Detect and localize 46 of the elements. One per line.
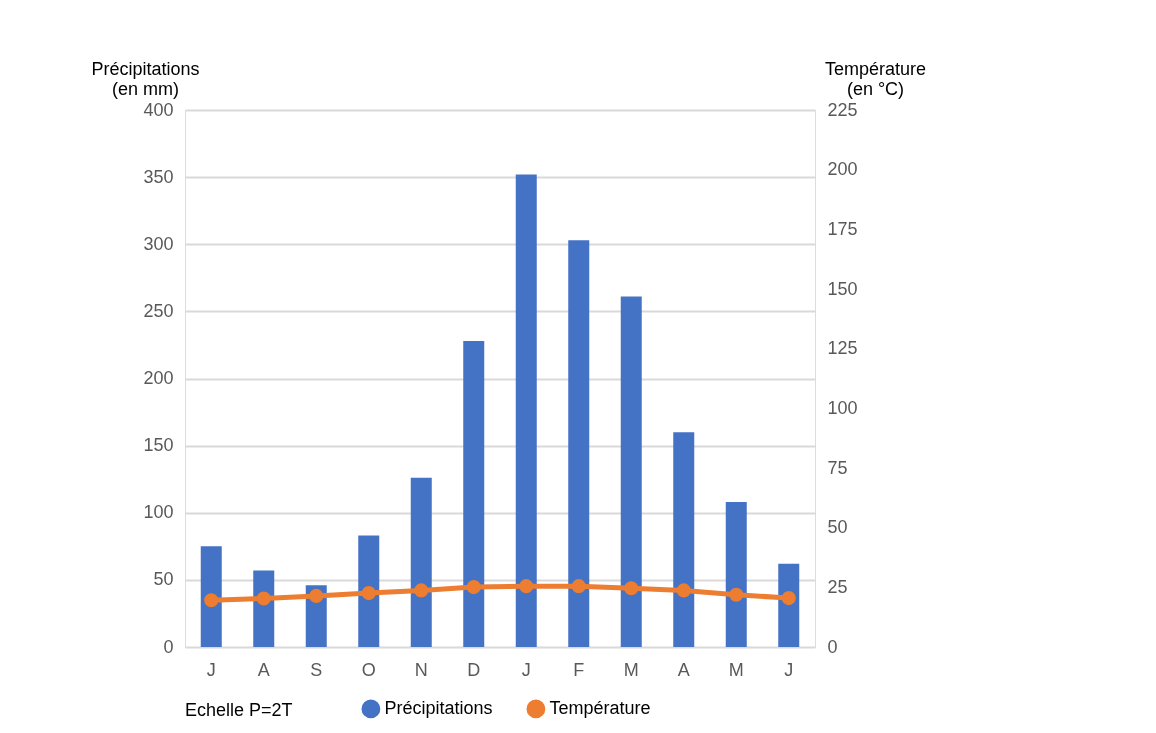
x-tick-label: J (521, 659, 531, 680)
x-tick-label: A (677, 659, 690, 680)
y-axis-title: Précipitations (en mm) (91, 58, 200, 99)
y2-tick-label: 125 (827, 338, 858, 359)
y2-tick-label: 175 (827, 218, 858, 239)
x-tick-label: N (414, 659, 428, 680)
text: Echelle P=2T (185, 700, 293, 720)
bar (200, 546, 222, 647)
y2-tick-label: 200 (827, 159, 858, 180)
bar (778, 563, 800, 647)
y2-tick-label: 225 (827, 99, 858, 120)
y2-tick-label: 0 (827, 636, 838, 657)
x-tick-label: J (784, 659, 794, 680)
bar (515, 174, 537, 647)
y2-tick-label: 50 (827, 517, 848, 538)
y-tick-label: 200 (143, 368, 174, 388)
bar (463, 340, 485, 647)
bar (673, 432, 695, 647)
y-tick-label: 100 (143, 502, 174, 523)
x-tick-label: S (310, 659, 323, 680)
bar (358, 535, 380, 647)
x-tick-label: J (206, 659, 216, 680)
x-tick-label: M (728, 659, 744, 680)
y2-tick-label: 100 (827, 397, 858, 418)
y-tick-label: 0 (163, 636, 174, 657)
y-tick-label: 50 (153, 569, 174, 590)
legend-label: Température (549, 697, 651, 718)
x-tick-label: M (623, 659, 639, 680)
y-tick-label: 350 (143, 166, 174, 187)
bar (725, 502, 747, 647)
y-tick-label: 250 (143, 300, 174, 321)
bar (410, 477, 432, 647)
bar (568, 240, 590, 647)
y-tick-label: 400 (143, 99, 174, 120)
y2-axis-title: Température (en °C) (824, 58, 927, 99)
y2-tick-label: 25 (827, 576, 848, 597)
x-tick-label: A (257, 659, 270, 680)
legend-label: Précipitations (384, 697, 493, 718)
y2-tick-label: 75 (827, 457, 848, 478)
x-tick-label: D (467, 659, 481, 680)
y-tick-label: 300 (143, 233, 174, 254)
y-tick-label: 150 (143, 435, 174, 456)
x-tick-label: O (361, 659, 376, 680)
y2-tick-label: 150 (827, 278, 858, 299)
x-tick-label: F (573, 659, 585, 680)
bar (620, 296, 642, 647)
